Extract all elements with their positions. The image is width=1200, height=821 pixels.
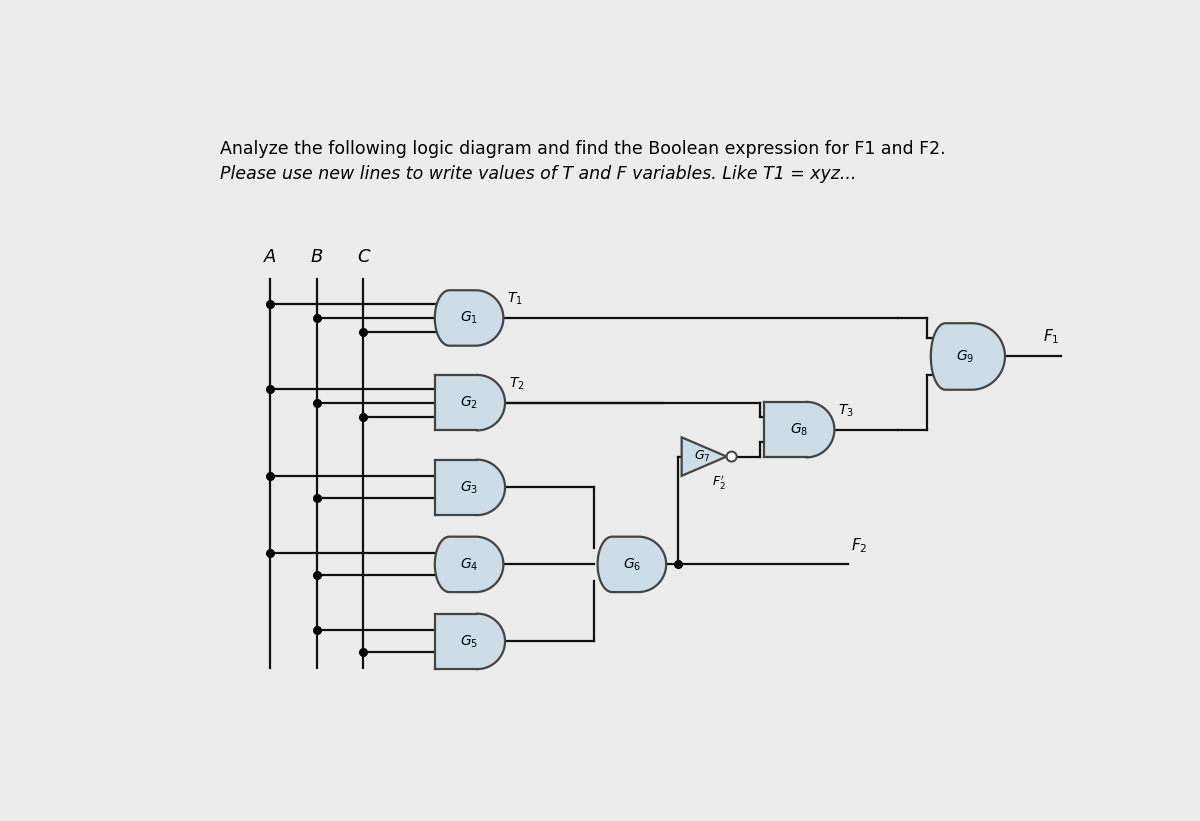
Text: $G_2$: $G_2$ (461, 394, 479, 410)
Text: $G_1$: $G_1$ (461, 310, 479, 326)
Bar (434, 460, 478, 515)
Wedge shape (478, 375, 505, 430)
Polygon shape (931, 323, 1004, 390)
Text: B: B (311, 248, 323, 266)
Text: $T_3$: $T_3$ (839, 402, 854, 419)
Polygon shape (434, 291, 503, 346)
Bar (434, 613, 478, 669)
Text: $G_6$: $G_6$ (623, 556, 641, 572)
Circle shape (726, 452, 737, 461)
Text: Analyze the following logic diagram and find the Boolean expression for F1 and F: Analyze the following logic diagram and … (220, 140, 946, 158)
Bar (764, 402, 806, 457)
Text: $G_5$: $G_5$ (461, 633, 479, 649)
Wedge shape (806, 402, 834, 457)
Text: $G_9$: $G_9$ (956, 348, 974, 365)
Text: $T_1$: $T_1$ (508, 291, 523, 307)
Text: $G_3$: $G_3$ (461, 479, 479, 496)
Text: $F_2'$: $F_2'$ (712, 474, 726, 491)
Text: $G_8$: $G_8$ (790, 421, 808, 438)
Text: $G_4$: $G_4$ (460, 556, 479, 572)
Text: Please use new lines to write values of T and F variables. Like T1 = xyz...: Please use new lines to write values of … (220, 165, 856, 183)
Text: $T_2$: $T_2$ (509, 375, 524, 392)
Text: $F_1$: $F_1$ (1043, 327, 1060, 346)
Polygon shape (682, 438, 727, 476)
Text: $F_2$: $F_2$ (851, 536, 868, 555)
Polygon shape (598, 537, 666, 592)
Wedge shape (478, 613, 505, 669)
Text: $G_7$: $G_7$ (695, 449, 710, 464)
Polygon shape (434, 537, 503, 592)
Bar (434, 375, 478, 430)
Text: A: A (264, 248, 276, 266)
Wedge shape (478, 460, 505, 515)
Text: C: C (356, 248, 370, 266)
